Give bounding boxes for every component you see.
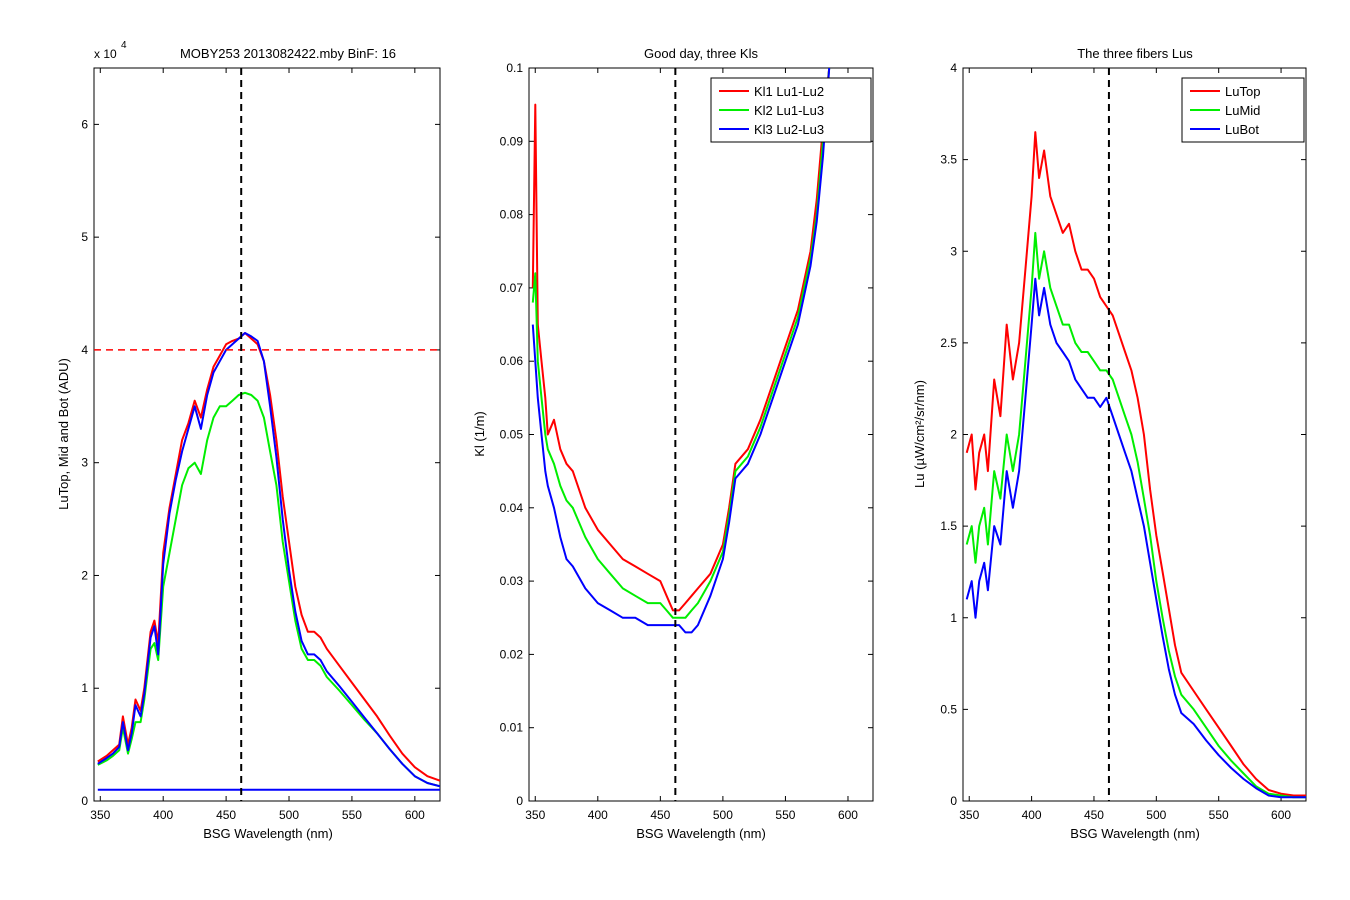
panel-lu-fibers-ytick-label: 2.5 xyxy=(940,336,957,350)
panel-lu-fibers-ytick-label: 3.5 xyxy=(940,153,957,167)
panel-lu-fibers-series-1-line xyxy=(965,231,1306,799)
panel-lu-fibers-legend-label: LuBot xyxy=(1225,122,1259,137)
panel-lu-adu-plot-area xyxy=(94,68,440,801)
panel-kl-series-2-line xyxy=(531,68,831,634)
panel-lu-adu-marks: 350 400 450 500 550 600 0 1 2 3 4 5 6 xyxy=(81,67,441,822)
panel-lu-fibers-xtick-label: 500 xyxy=(1146,808,1166,822)
panel-lu-fibers-xtick-label: 550 xyxy=(1209,808,1229,822)
panel-lu-adu-axes-box xyxy=(93,67,441,802)
panel-kl-ytick-label: 0.09 xyxy=(500,134,524,148)
panel-lu-fibers-xtick-label: 600 xyxy=(1271,808,1291,822)
panel-lu-adu-series-2-line xyxy=(97,332,440,788)
panel-lu-adu-ylabel: LuTop, Mid and Bot (ADU) xyxy=(56,358,71,510)
panel-lu-adu-ytick-label: 3 xyxy=(81,456,88,470)
panel-lu-adu-xtick-label: 450 xyxy=(216,808,236,822)
panel-kl-ytick-label: 0.02 xyxy=(500,647,524,661)
panel-lu-fibers-xtick-label: 350 xyxy=(959,808,979,822)
panel-kl-xlabel: BSG Wavelength (nm) xyxy=(636,826,766,841)
panel-lu-adu: MOBY253 2013082422.mby BinF: 16 x 10 4 B… xyxy=(56,40,441,841)
panel-lu-adu-ytick-label: 6 xyxy=(81,117,88,131)
panel-kl-series-0-line xyxy=(531,68,831,612)
panel-kl-ytick-label: 0 xyxy=(516,794,523,808)
panel-lu-adu-xtick-label: 350 xyxy=(90,808,110,822)
panel-lu-fibers-ytick-label: 1.5 xyxy=(940,519,957,533)
panel-kl-ytick-label: 0.07 xyxy=(500,281,524,295)
panel-kl-title: Good day, three Kls xyxy=(644,46,758,61)
panel-kl-ylabel: Kl (1/m) xyxy=(472,411,487,457)
panel-lu-adu-series-1-line xyxy=(97,391,440,788)
panel-lu-adu-ytick-label: 5 xyxy=(81,230,88,244)
panel-lu-adu-exponent-base: x 10 xyxy=(94,47,117,61)
panel-kl-series-1-line xyxy=(531,68,831,619)
panel-kl-legend-label: Kl3 Lu2-Lu3 xyxy=(754,122,824,137)
panel-kl-legend-label: Kl1 Lu1-Lu2 xyxy=(754,84,824,99)
panel-lu-fibers-ytick-label: 3 xyxy=(950,244,957,258)
panel-lu-fibers-ytick-label: 1 xyxy=(950,611,957,625)
panel-lu-adu-ytick-label: 4 xyxy=(81,343,88,357)
panel-kl-xtick-label: 350 xyxy=(525,808,545,822)
panel-lu-adu-ytick-label: 0 xyxy=(81,794,88,808)
panel-lu-adu-exponent-power: 4 xyxy=(121,40,127,51)
panel-lu-adu-xtick-label: 550 xyxy=(342,808,362,822)
panel-kl-marks: 350 400 450 500 550 600 0 0.01 0.02 0.03 0.04 0.05 0… xyxy=(500,61,874,822)
panel-kl-xtick-label: 550 xyxy=(775,808,795,822)
panel-kl-ytick-label: 0.01 xyxy=(500,721,524,735)
panel-kl-xtick-label: 400 xyxy=(588,808,608,822)
panel-lu-fibers-ytick-label: 0 xyxy=(950,794,957,808)
panel-lu-fibers-ytick-label: 4 xyxy=(950,61,957,75)
panel-lu-fibers-xlabel: BSG Wavelength (nm) xyxy=(1070,826,1200,841)
panel-lu-adu-ytick-label: 2 xyxy=(81,568,88,582)
panel-kl: Good day, three Kls BSG Wavelength (nm) … xyxy=(472,46,874,841)
panel-lu-fibers-legend-label: LuTop xyxy=(1225,84,1260,99)
panel-lu-adu-title: MOBY253 2013082422.mby BinF: 16 xyxy=(180,46,396,61)
panel-kl-ytick-label: 0.06 xyxy=(500,354,524,368)
panel-kl-xtick-label: 600 xyxy=(838,808,858,822)
panel-lu-fibers-plot-area xyxy=(965,68,1306,801)
panel-lu-adu-ytick-label: 1 xyxy=(81,681,88,695)
panel-lu-fibers-ytick-label: 2 xyxy=(950,428,957,442)
panel-lu-adu-xtick-label: 600 xyxy=(405,808,425,822)
panel-kl-ytick-label: 0.04 xyxy=(500,501,524,515)
panel-lu-fibers-legend-label: LuMid xyxy=(1225,103,1260,118)
panel-lu-fibers-marks: 350 400 450 500 550 600 0 0.5 1 1.5 2 2.5 3 3.5 4 LuTop… xyxy=(940,61,1307,822)
panel-kl-ytick-label: 0.03 xyxy=(500,574,524,588)
panel-lu-adu-xtick-label: 400 xyxy=(153,808,173,822)
panel-lu-fibers-xtick-label: 450 xyxy=(1084,808,1104,822)
panel-kl-ytick-label: 0.08 xyxy=(500,208,524,222)
panel-lu-fibers-xtick-label: 400 xyxy=(1022,808,1042,822)
panel-lu-adu-xtick-label: 500 xyxy=(279,808,299,822)
panel-kl-ytick-label: 0.1 xyxy=(506,61,523,75)
panel-kl-xtick-label: 450 xyxy=(650,808,670,822)
panel-kl-xtick-label: 500 xyxy=(713,808,733,822)
panel-kl-plot-area xyxy=(531,68,831,801)
panel-lu-fibers-series-2-line xyxy=(965,277,1306,799)
panel-kl-ytick-label: 0.05 xyxy=(500,428,524,442)
panel-lu-fibers: The three fibers Lus BSG Wavelength (nm)… xyxy=(912,46,1307,841)
panel-lu-fibers-ylabel: Lu (µW/cm²/sr/nm) xyxy=(912,380,927,488)
panel-kl-legend-label: Kl2 Lu1-Lu3 xyxy=(754,103,824,118)
panel-lu-fibers-ytick-label: 0.5 xyxy=(940,702,957,716)
panel-lu-adu-xlabel: BSG Wavelength (nm) xyxy=(203,826,333,841)
panel-lu-fibers-series-0-line xyxy=(965,131,1306,797)
panel-lu-fibers-title: The three fibers Lus xyxy=(1077,46,1193,61)
